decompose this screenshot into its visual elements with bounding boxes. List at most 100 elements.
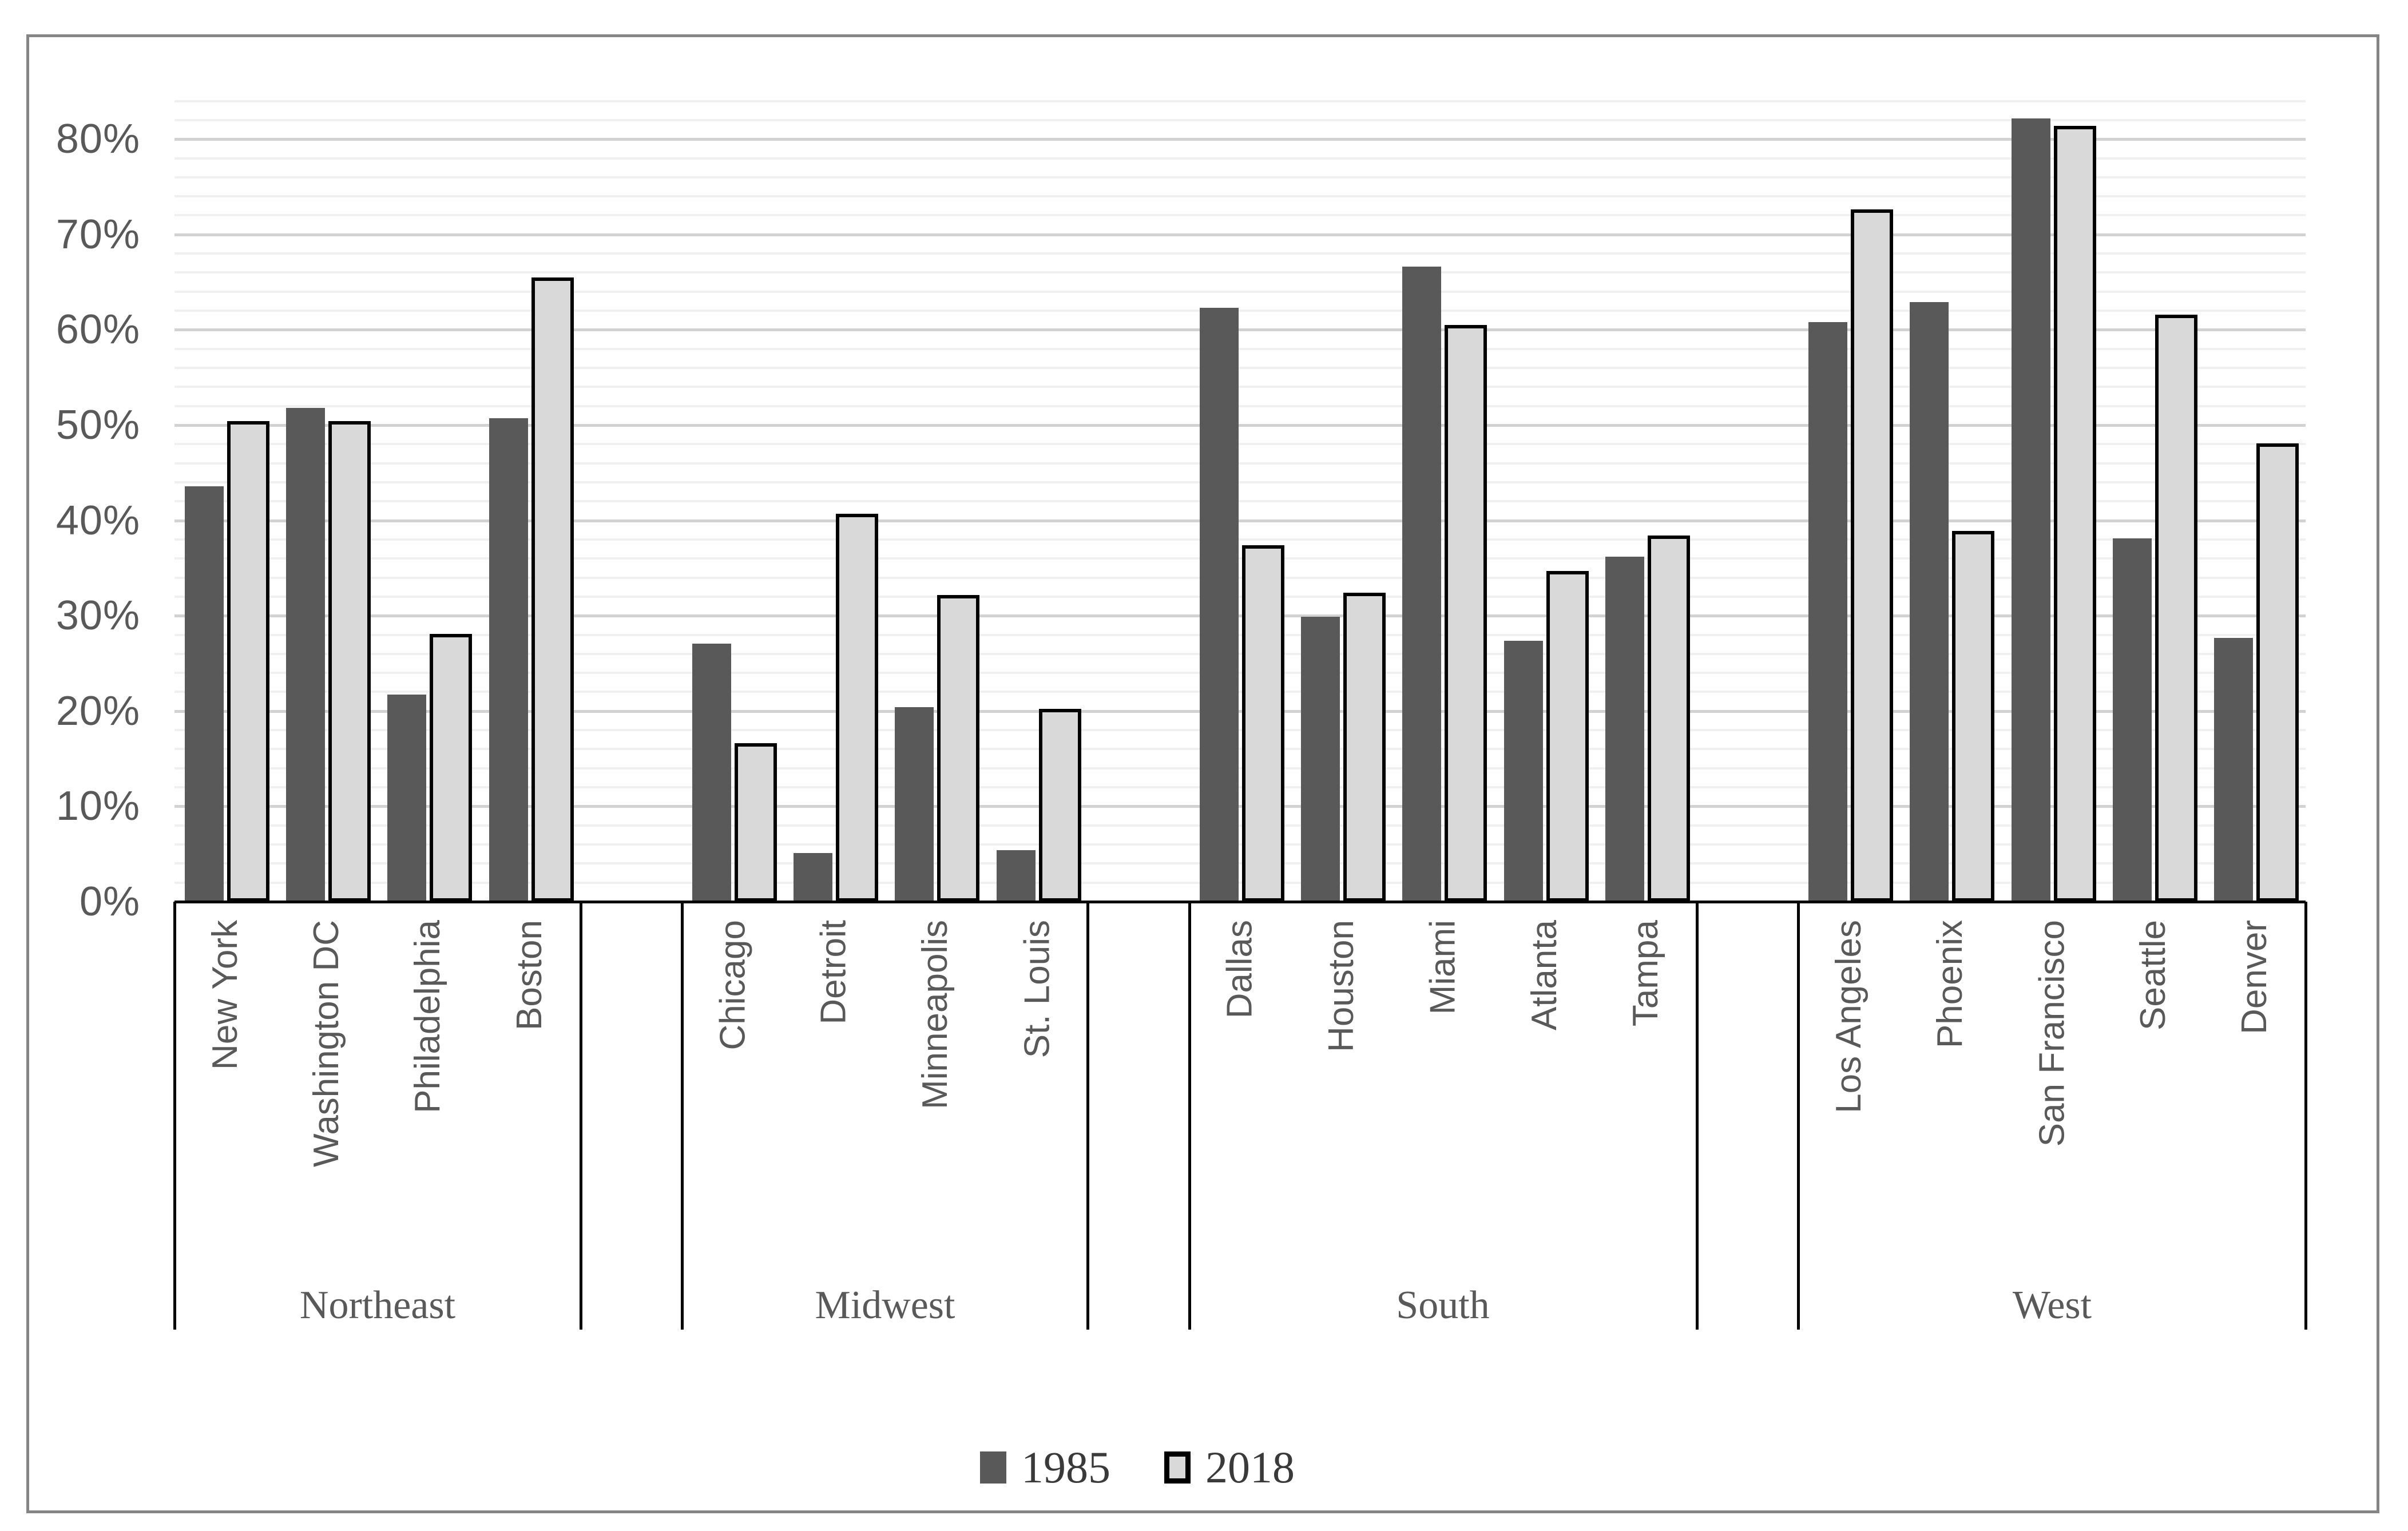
bar-2018-minneapolis bbox=[937, 595, 979, 902]
bar-1985-seattle bbox=[2113, 538, 2152, 902]
bar-2018-phoenix bbox=[1952, 531, 1994, 902]
minor-gridline-18 bbox=[174, 729, 2306, 731]
bar-1985-los-angeles bbox=[1808, 322, 1847, 902]
minor-gridline-24 bbox=[174, 672, 2306, 674]
city-label-chicago: Chicago bbox=[713, 920, 752, 1050]
bar-2018-chicago bbox=[735, 743, 777, 902]
minor-gridline-82 bbox=[174, 119, 2306, 121]
minor-gridline-38 bbox=[174, 538, 2306, 541]
major-gridline-30 bbox=[174, 614, 2306, 617]
minor-gridline-12 bbox=[174, 786, 2306, 788]
minor-gridline-64 bbox=[174, 291, 2306, 293]
city-label-philadelphia: Philadelphia bbox=[408, 920, 447, 1113]
minor-gridline-68 bbox=[174, 252, 2306, 255]
minor-gridline-34 bbox=[174, 577, 2306, 579]
legend-item-2018: 2018 bbox=[1164, 1444, 1295, 1491]
city-label-washington-dc: Washington DC bbox=[307, 920, 346, 1167]
bar-2018-washington-dc bbox=[328, 421, 371, 902]
major-gridline-10 bbox=[174, 805, 2306, 808]
category-divider bbox=[1797, 902, 1800, 1330]
category-divider bbox=[1696, 902, 1699, 1330]
y-tick-60pct: 60% bbox=[55, 307, 140, 352]
bar-2018-atlanta bbox=[1546, 571, 1589, 902]
city-label-houston: Houston bbox=[1322, 920, 1361, 1052]
minor-gridline-8 bbox=[174, 824, 2306, 827]
bar-2018-miami bbox=[1445, 325, 1487, 902]
minor-gridline-6 bbox=[174, 843, 2306, 846]
bar-2018-detroit bbox=[836, 514, 878, 902]
minor-gridline-62 bbox=[174, 310, 2306, 312]
minor-gridline-16 bbox=[174, 748, 2306, 750]
y-tick-70pct: 70% bbox=[55, 212, 140, 257]
y-tick-30pct: 30% bbox=[55, 593, 140, 638]
city-label-seattle: Seattle bbox=[2133, 920, 2173, 1031]
minor-gridline-54 bbox=[174, 386, 2306, 388]
minor-gridline-32 bbox=[174, 596, 2306, 598]
category-divider bbox=[681, 902, 684, 1330]
minor-gridline-74 bbox=[174, 195, 2306, 197]
bar-1985-chicago bbox=[692, 644, 731, 902]
bar-2018-tampa bbox=[1648, 536, 1690, 902]
bar-2018-st-louis bbox=[1039, 709, 1081, 902]
region-label-south: South bbox=[1396, 1283, 1490, 1327]
legend-swatch-2018 bbox=[1164, 1451, 1191, 1484]
bar-2018-denver bbox=[2256, 443, 2299, 902]
city-label-phoenix: Phoenix bbox=[1930, 920, 1970, 1049]
region-label-west: West bbox=[2012, 1283, 2092, 1327]
y-tick-20pct: 20% bbox=[55, 688, 140, 734]
bar-1985-san-francisco bbox=[2012, 118, 2050, 902]
y-tick-80pct: 80% bbox=[55, 116, 140, 162]
bar-2018-houston bbox=[1343, 593, 1386, 902]
bar-1985-denver bbox=[2214, 638, 2253, 902]
major-gridline-80 bbox=[174, 138, 2306, 141]
legend-label-2018: 2018 bbox=[1205, 1442, 1295, 1492]
bar-2018-new-york bbox=[227, 421, 269, 902]
major-gridline-60 bbox=[174, 328, 2306, 331]
category-divider bbox=[1086, 902, 1089, 1330]
bar-1985-miami bbox=[1402, 267, 1441, 902]
bar-2018-boston bbox=[531, 277, 574, 902]
city-label-st-louis: St. Louis bbox=[1017, 920, 1057, 1058]
bar-1985-new-york bbox=[185, 486, 224, 902]
city-label-miami: Miami bbox=[1423, 920, 1462, 1015]
minor-gridline-56 bbox=[174, 367, 2306, 369]
city-label-minneapolis: Minneapolis bbox=[915, 920, 955, 1109]
minor-gridline-84 bbox=[174, 100, 2306, 102]
major-gridline-40 bbox=[174, 519, 2306, 522]
minor-gridline-36 bbox=[174, 557, 2306, 560]
major-gridline-20 bbox=[174, 710, 2306, 713]
minor-gridline-42 bbox=[174, 500, 2306, 502]
city-label-denver: Denver bbox=[2235, 920, 2274, 1034]
minor-gridline-52 bbox=[174, 405, 2306, 407]
legend-label-1985: 1985 bbox=[1021, 1442, 1110, 1492]
bar-2018-los-angeles bbox=[1851, 209, 1893, 902]
bar-1985-boston bbox=[489, 418, 528, 902]
minor-gridline-66 bbox=[174, 271, 2306, 273]
minor-gridline-76 bbox=[174, 176, 2306, 179]
minor-gridline-72 bbox=[174, 214, 2306, 216]
city-label-boston: Boston bbox=[510, 920, 549, 1031]
city-label-san-francisco: San Francisco bbox=[2032, 920, 2072, 1147]
bar-1985-detroit bbox=[794, 853, 832, 902]
y-tick-40pct: 40% bbox=[55, 498, 140, 544]
city-label-dallas: Dallas bbox=[1220, 920, 1259, 1019]
minor-gridline-22 bbox=[174, 691, 2306, 693]
y-tick-50pct: 50% bbox=[55, 402, 140, 448]
minor-gridline-48 bbox=[174, 443, 2306, 445]
y-tick-0pct: 0% bbox=[79, 879, 140, 925]
minor-gridline-58 bbox=[174, 348, 2306, 350]
minor-gridline-26 bbox=[174, 653, 2306, 655]
category-divider bbox=[580, 902, 582, 1330]
minor-gridline-28 bbox=[174, 634, 2306, 636]
minor-gridline-44 bbox=[174, 481, 2306, 483]
bar-1985-st-louis bbox=[997, 850, 1036, 902]
major-gridline-50 bbox=[174, 424, 2306, 427]
legend-item-1985: 1985 bbox=[980, 1444, 1110, 1491]
minor-gridline-14 bbox=[174, 767, 2306, 770]
bar-2018-seattle bbox=[2155, 315, 2197, 902]
city-label-tampa: Tampa bbox=[1626, 920, 1665, 1027]
minor-gridline-78 bbox=[174, 157, 2306, 160]
bar-1985-atlanta bbox=[1504, 641, 1543, 902]
city-label-atlanta: Atlanta bbox=[1525, 920, 1564, 1031]
